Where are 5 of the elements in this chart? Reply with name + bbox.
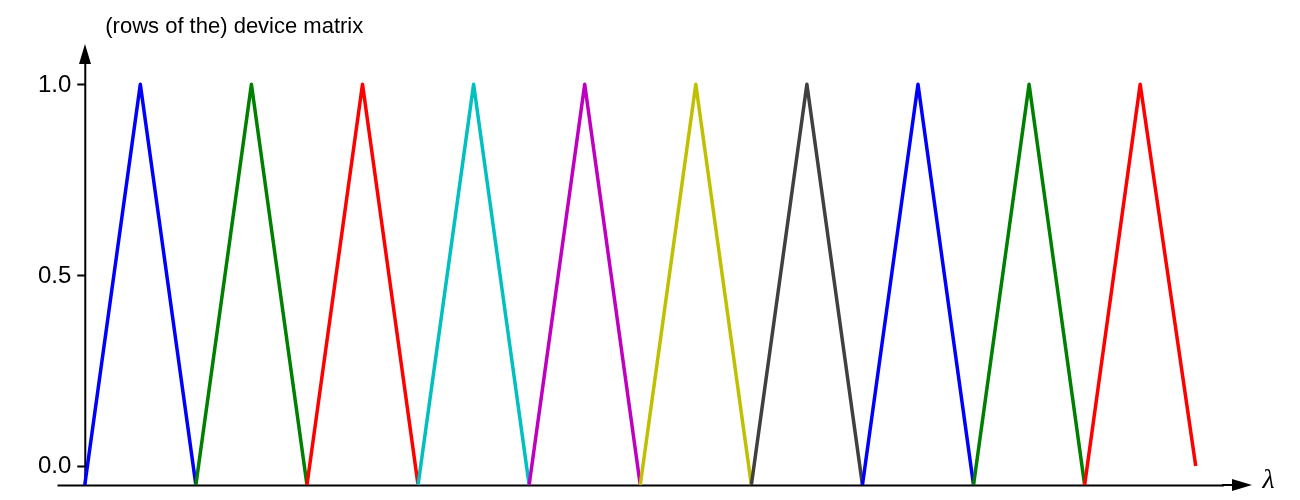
x-axis-title: λ [1261,462,1275,494]
y-tick-label: 0.5 [37,260,72,288]
y-tick-label: 0.0 [37,451,72,479]
y-tick-label: 1.0 [37,69,72,97]
y-axis-title: (rows of the) device matrix [105,12,364,38]
